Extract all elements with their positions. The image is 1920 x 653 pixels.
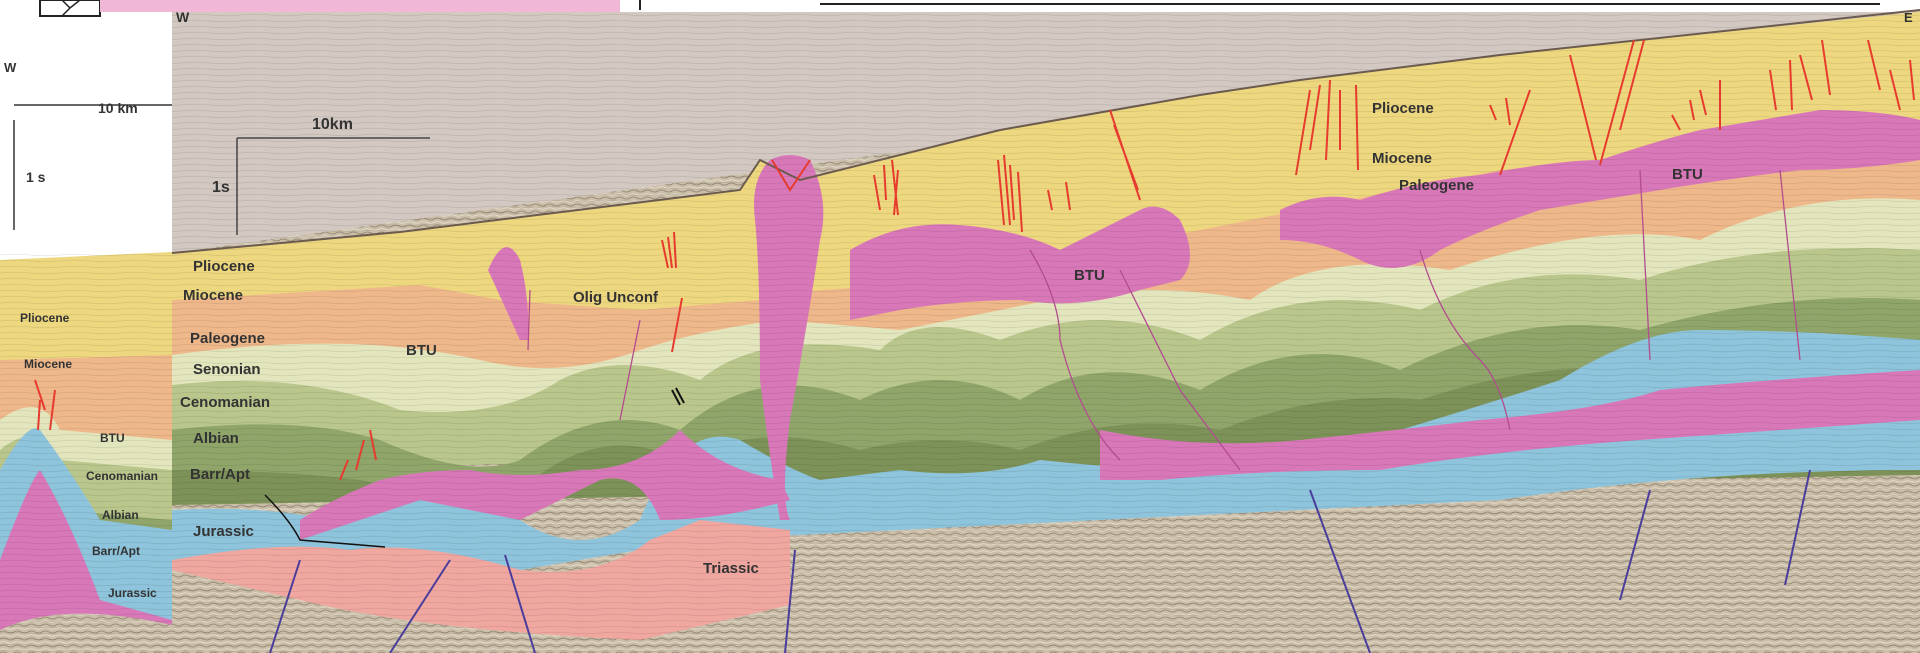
unit-label-jurassic: Jurassic [193, 523, 254, 540]
seabed-line [171, 9, 1920, 254]
label-pliocene-right: Pliocene [1372, 100, 1434, 117]
unit-label-miocene: Miocene [183, 287, 243, 304]
unit-label-pliocene: Pliocene [193, 258, 255, 275]
inset-unit-barr-apt: Barr/Apt [92, 544, 140, 558]
label-olig-unconf: Olig Unconf [573, 289, 659, 306]
main-scale-bar [236, 137, 430, 235]
label-btu-3: BTU [1672, 166, 1703, 183]
basement-faults [269, 469, 1811, 653]
main-scale-time: 1s [212, 179, 230, 196]
inset-unit-miocene: Miocene [24, 357, 72, 371]
inset-unit-pliocene: Pliocene [20, 311, 70, 325]
black-detachment [264, 494, 386, 548]
main-scale-km: 10km [312, 116, 353, 133]
label-miocene-right: Miocene [1372, 150, 1432, 167]
label-btu-2: BTU [1074, 267, 1105, 284]
label-paleogene-right: Paleogene [1399, 177, 1474, 194]
inset-scale-time: 1 s [26, 169, 46, 185]
main-direction-label: W [176, 9, 190, 25]
compass-icon [61, 0, 81, 17]
inset-unit-cenomanian: Cenomanian [86, 469, 158, 483]
salt-faults [527, 169, 1801, 471]
inset-direction-label: W [4, 60, 17, 75]
unit-label-albian: Albian [193, 430, 239, 447]
inset-scale-bar [13, 104, 172, 230]
red-faults [339, 39, 1915, 481]
east-direction-label: E [1904, 10, 1913, 25]
map-strip-line [639, 0, 1880, 10]
unit-label-senonian: Senonian [193, 361, 261, 378]
label-triassic: Triassic [703, 560, 759, 577]
unit-label-barr-apt: Barr/Apt [190, 466, 250, 483]
inset-section [0, 60, 172, 653]
main-section [171, 9, 1920, 653]
unit-label-cenomanian: Cenomanian [180, 394, 270, 411]
unit-label-paleogene: Paleogene [190, 330, 265, 347]
inset-unit-albian: Albian [102, 508, 139, 522]
inset-unit-jurassic: Jurassic [108, 586, 157, 600]
inset-scale-km: 10 km [98, 100, 138, 116]
inset-unit-btu: BTU [100, 431, 125, 445]
label-btu-1: BTU [406, 342, 437, 359]
map-strip [100, 0, 620, 12]
